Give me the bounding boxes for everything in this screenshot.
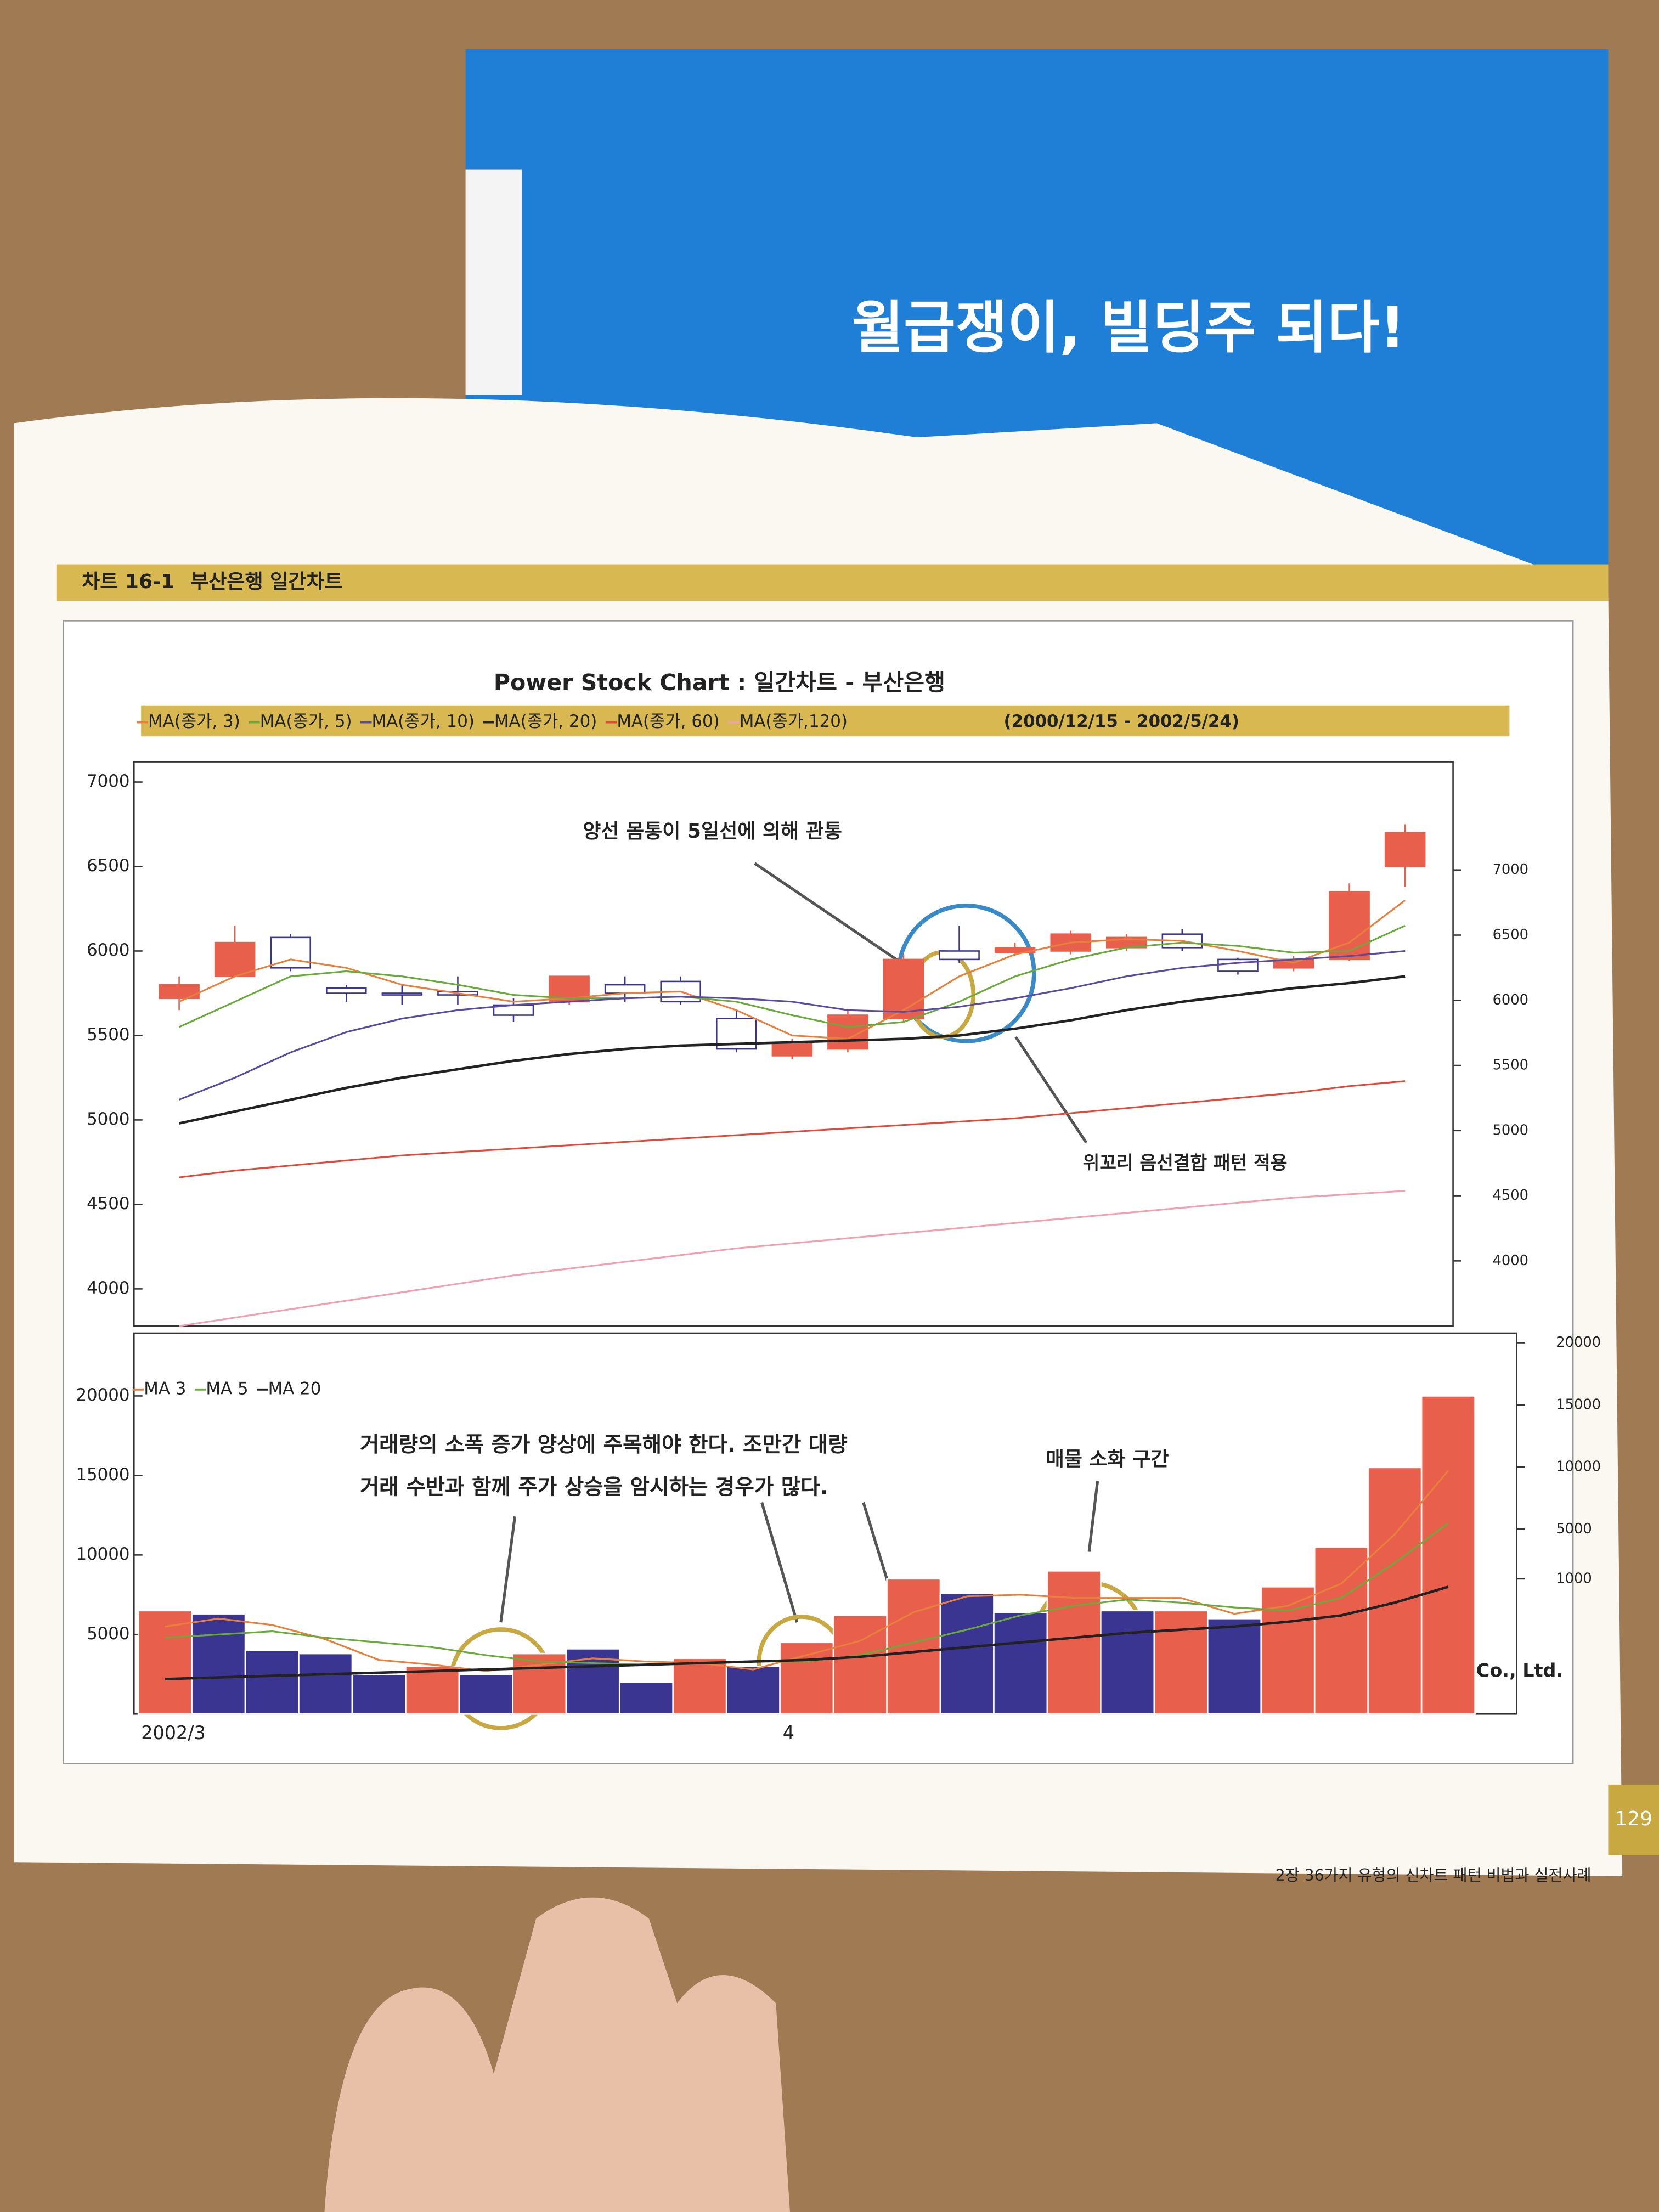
y2-tick-label: 4000 — [1493, 1252, 1528, 1269]
y-tick-label: 7000 — [87, 771, 130, 791]
volume-bar — [458, 1673, 514, 1715]
candle-body — [1384, 832, 1426, 867]
candle-body — [326, 987, 367, 994]
y-tick-label: 5000 — [87, 1109, 130, 1129]
annotation: 거래 수반과 함께 주가 상승을 암시하는 경우가 많다. — [360, 1475, 828, 1499]
legend-label: MA(종가, 20) — [494, 712, 597, 731]
legend-label: MA(종가, 5) — [260, 712, 352, 731]
candle-body — [214, 941, 256, 977]
volume-bar — [1420, 1395, 1476, 1715]
volume-bar — [939, 1592, 995, 1715]
y-tick-label: 4000 — [87, 1278, 130, 1298]
volume-bar — [298, 1652, 353, 1715]
legend-label: MA(종가, 3) — [148, 712, 240, 731]
arrow — [754, 862, 918, 975]
volume-bar — [618, 1681, 674, 1715]
arrow — [499, 1516, 517, 1623]
arrow — [1087, 1481, 1099, 1552]
volume-bar — [191, 1613, 246, 1715]
chart-title: Power Stock Chart : 일간차트 - 부산은행 — [494, 669, 945, 696]
legend-bar — [141, 705, 1510, 737]
page-number: 129 — [1615, 1808, 1652, 1830]
ma-line — [179, 950, 1406, 1101]
x-tick-label: 2002/3 — [141, 1722, 206, 1743]
annotation: 거래량의 소폭 증가 양상에 주목해야 한다. 조만간 대량 — [360, 1432, 848, 1457]
candle-body — [1329, 891, 1370, 961]
y2-tick-label: 7000 — [1493, 861, 1528, 878]
x-tick-label: 4 — [783, 1722, 794, 1743]
volume-bar — [1313, 1546, 1369, 1715]
caption-bar — [56, 564, 1609, 601]
y2-tick-label: 20000 — [1556, 1334, 1601, 1351]
legend-label: MA(종가, 10) — [372, 712, 475, 731]
arrow — [1014, 1036, 1088, 1144]
volume-bar — [672, 1657, 727, 1715]
y-tick-label: 5500 — [87, 1025, 130, 1045]
candle-body — [827, 1014, 868, 1050]
volume-bar — [1100, 1610, 1155, 1715]
ma-line — [165, 1585, 1449, 1680]
ma-line — [179, 1080, 1406, 1178]
annotation: 매물 소화 구간 — [1046, 1448, 1169, 1470]
y2-tick-label: 6000 — [1493, 992, 1528, 1008]
ma-line — [179, 1190, 1406, 1327]
ma-line — [179, 975, 1406, 1125]
legend-label: MA 20 — [268, 1379, 321, 1398]
volume-bar — [993, 1611, 1048, 1715]
volume-bar — [1153, 1610, 1209, 1715]
volume-bar — [137, 1610, 193, 1715]
candle-body — [381, 992, 423, 996]
volume-bar — [351, 1673, 407, 1715]
ma-line — [165, 1470, 1449, 1672]
y2-tick-label: 6500 — [1493, 927, 1528, 943]
cover-title: 월급쟁이, 빌딩주 되다! — [852, 296, 1406, 361]
volume-bar — [1206, 1618, 1262, 1715]
legend-label: MA(종가, 60) — [617, 712, 719, 731]
candle-body — [771, 1043, 813, 1057]
volume-bar — [244, 1650, 300, 1715]
annotation: 양선 몸통이 5일선에 의해 관통 — [583, 820, 842, 843]
y2-tick-label: 5000 — [1493, 1122, 1528, 1138]
volume-bar — [725, 1666, 781, 1715]
y2-tick-label: 15000 — [1556, 1396, 1601, 1413]
legend-label: MA 3 — [144, 1379, 186, 1398]
y-tick-label: 15000 — [76, 1465, 129, 1485]
y-tick-label: 5000 — [87, 1624, 130, 1644]
y-tick-label: 10000 — [76, 1544, 129, 1564]
y2-tick-label: 4500 — [1493, 1187, 1528, 1204]
page-tab — [1608, 1784, 1659, 1855]
volume-bar — [512, 1652, 567, 1715]
fingers — [324, 1897, 790, 2212]
candle-body — [604, 984, 646, 994]
arrows — [499, 862, 1099, 1623]
y-tick-label: 4500 — [87, 1194, 130, 1214]
arrow — [760, 1502, 799, 1623]
volume-bar — [405, 1666, 460, 1715]
price-panel — [133, 761, 1454, 1327]
date-range: (2000/12/15 - 2002/5/24) — [1004, 712, 1239, 731]
y2-tick-label: 1000 — [1556, 1570, 1592, 1587]
ma-line — [165, 1522, 1449, 1666]
figure-label: 차트 16-1 — [82, 571, 174, 593]
legend-label: MA(종가,120) — [740, 712, 848, 731]
volume-bar — [1046, 1570, 1102, 1715]
figure-title: 부산은행 일간차트 — [190, 571, 342, 593]
volume-bar — [779, 1641, 834, 1715]
y-tick-label: 6500 — [87, 856, 130, 876]
y2-tick-label: 5500 — [1493, 1057, 1528, 1074]
legend-label: MA 5 — [206, 1379, 248, 1398]
footer: 2장 36가지 유형의 신차트 패턴 비법과 실전사례 — [1276, 1866, 1592, 1884]
candle-body — [883, 958, 924, 1019]
volume-bar — [1367, 1466, 1423, 1715]
candle-body — [939, 950, 980, 961]
y2-tick-label: 5000 — [1556, 1521, 1592, 1537]
ma-line — [178, 924, 1406, 1028]
y2-tick-label: 10000 — [1556, 1459, 1601, 1475]
y-tick-label: 6000 — [87, 940, 130, 960]
annotation: 위꼬리 음선결합 패턴 적용 — [1083, 1152, 1288, 1173]
y-tick-label: 20000 — [76, 1385, 129, 1405]
book-spine — [465, 169, 522, 395]
